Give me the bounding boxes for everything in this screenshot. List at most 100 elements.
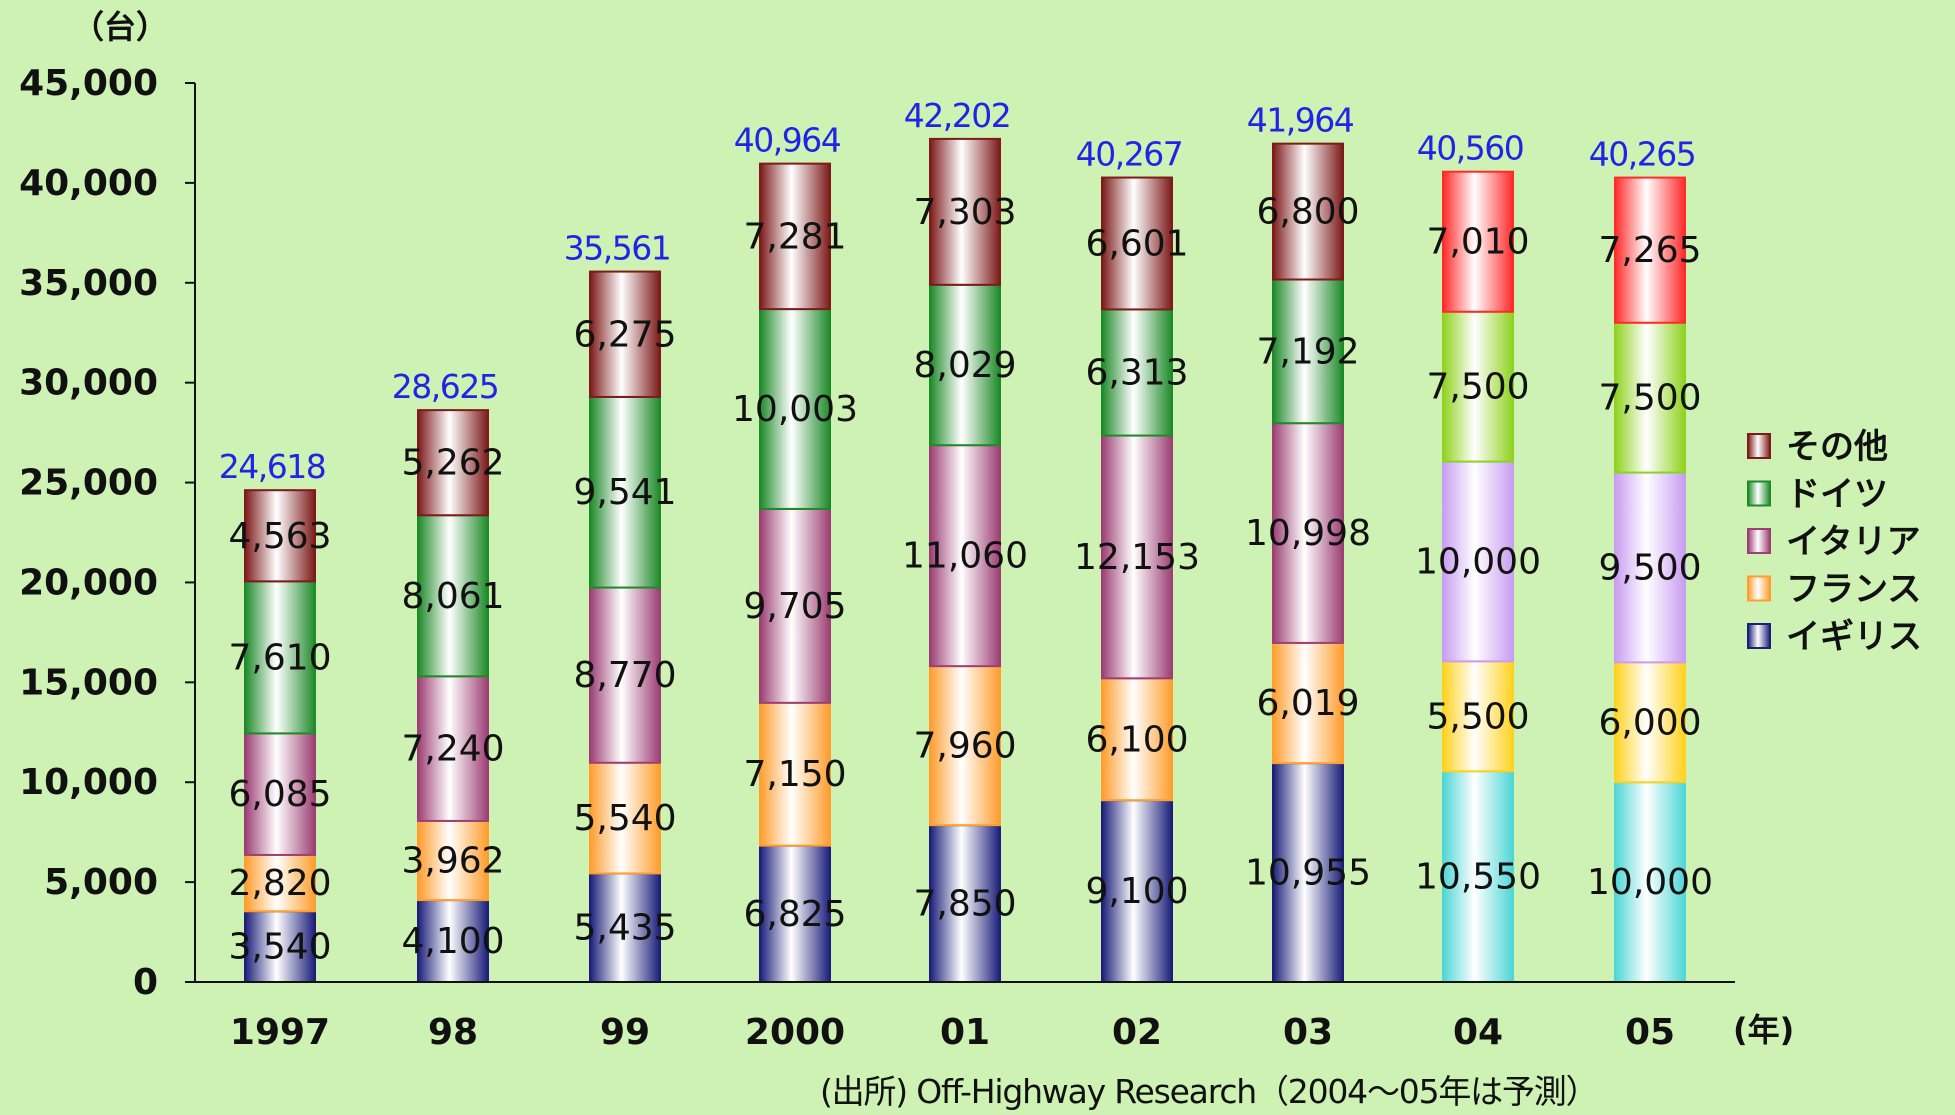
legend-item: その他 <box>1747 427 1888 467</box>
x-tick-label: 03 <box>1283 1012 1333 1053</box>
total-value-label: 41,964 <box>1247 101 1354 140</box>
bar-segment <box>929 137 1001 286</box>
segment-value-label: 5,262 <box>401 443 504 484</box>
segment-value-label: 7,265 <box>1598 230 1701 271</box>
segment-value-label: 6,313 <box>1085 352 1188 393</box>
bar-segment <box>244 580 316 735</box>
bar-segment <box>244 732 316 856</box>
legend-label: イタリア <box>1786 522 1921 562</box>
bar-segment <box>1442 460 1514 663</box>
bar-segment <box>1101 308 1173 437</box>
segment-value-label: 6,601 <box>1085 223 1188 264</box>
legend-item: イタリア <box>1747 522 1921 562</box>
y-tick-label: 25,000 <box>19 463 158 504</box>
bar-segment <box>929 283 1001 447</box>
total-value-label: 24,618 <box>219 447 325 486</box>
segment-value-label: 6,800 <box>1256 192 1359 233</box>
segment-value-label: 6,085 <box>228 774 331 815</box>
y-tick-label: 35,000 <box>19 263 158 304</box>
bar-segment <box>759 507 831 704</box>
bar-segment <box>244 910 316 984</box>
x-unit-label: (年) <box>1733 1011 1794 1049</box>
bar-segment <box>417 409 489 517</box>
segment-value-label: 3,540 <box>228 927 331 968</box>
legend-swatch <box>1747 433 1771 459</box>
segment-value-label: 7,150 <box>743 754 846 795</box>
segment-value-label: 7,303 <box>913 192 1016 233</box>
bar-segment <box>589 270 661 398</box>
segment-value-label: 7,610 <box>228 637 331 678</box>
segment-value-label: 7,281 <box>743 216 846 257</box>
segment-value-label: 6,019 <box>1256 683 1359 724</box>
legend-label: ドイツ <box>1786 475 1888 515</box>
segment-value-label: 2,820 <box>228 863 331 904</box>
bar-segment <box>1614 661 1686 784</box>
x-tick-label: 04 <box>1453 1012 1503 1053</box>
segment-value-label: 5,540 <box>573 798 676 839</box>
x-axis: 1997 98 99 2000 01 02 03 04 05 <box>195 981 1735 1053</box>
total-value-label: 35,561 <box>564 229 670 268</box>
segment-value-label: 6,100 <box>1085 719 1188 760</box>
bar-stack: 10,550 5,500 10,000 7,500 7,010 40,560 <box>1415 129 1541 983</box>
x-tick-label: 02 <box>1112 1012 1162 1053</box>
legend-item: イギリス <box>1747 617 1922 657</box>
bar-segment <box>1614 321 1686 474</box>
x-tick-label: 2000 <box>745 1012 845 1053</box>
bar-stack: 7,850 7,960 11,060 8,029 7,303 42,202 <box>902 96 1028 983</box>
bar-stack: 10,955 6,019 10,998 7,192 6,800 41,964 <box>1245 101 1371 983</box>
bar-stack: 4,100 3,962 7,240 8,061 5,262 28,625 <box>392 367 505 984</box>
bar-segment <box>1272 278 1344 425</box>
segment-value-label: 7,500 <box>1426 367 1529 408</box>
segment-value-label: 9,100 <box>1085 871 1188 912</box>
segment-value-label: 10,550 <box>1415 857 1541 898</box>
segment-value-label: 10,955 <box>1245 853 1371 894</box>
segment-value-label: 9,705 <box>743 586 846 627</box>
x-tick-label: 98 <box>428 1012 478 1053</box>
bar-segment <box>759 308 831 510</box>
bar-segment <box>1101 677 1173 802</box>
x-tick-label: 01 <box>940 1012 990 1053</box>
bar-segment <box>1272 641 1344 765</box>
legend-swatch <box>1747 575 1771 602</box>
total-value-label: 40,267 <box>1076 135 1182 174</box>
bar-segment <box>759 844 831 983</box>
segment-value-label: 10,998 <box>1245 513 1371 554</box>
total-value-label: 40,265 <box>1589 135 1695 174</box>
segment-value-label: 7,850 <box>913 884 1016 925</box>
segment-value-label: 7,192 <box>1256 331 1359 372</box>
y-axis: 0 5,000 10,000 15,000 20,000 25,000 30,000 35,0… <box>19 63 196 1003</box>
legend-item: フランス <box>1747 570 1921 610</box>
bar-segment <box>589 761 661 875</box>
bar-segment <box>1442 310 1514 463</box>
segment-value-label: 8,770 <box>573 655 676 696</box>
y-tick-label: 10,000 <box>19 762 158 803</box>
bar-segment <box>1272 422 1344 644</box>
bar-segment <box>929 444 1001 668</box>
segment-value-label: 5,500 <box>1426 696 1529 737</box>
bar-segment <box>244 853 316 913</box>
bar-segment <box>929 665 1001 827</box>
bar-stack: 9,100 6,100 12,153 6,313 6,601 40,267 <box>1074 135 1200 983</box>
y-tick-label: 45,000 <box>19 63 158 104</box>
total-value-label: 40,560 <box>1417 129 1523 168</box>
bar-stack: 6,825 7,150 9,705 10,003 7,281 40,964 <box>732 121 858 983</box>
bar-segment <box>1614 176 1686 324</box>
segment-value-label: 6,000 <box>1598 702 1701 743</box>
bars: 3,540 2,820 6,085 7,610 4,563 24,618 4,100 3,96… <box>219 96 1713 984</box>
segment-value-label: 4,563 <box>228 516 331 557</box>
bar-segment <box>1614 781 1686 983</box>
legend-label: イギリス <box>1786 617 1922 657</box>
segment-value-label: 4,100 <box>401 921 504 962</box>
segment-value-label: 10,000 <box>1587 862 1713 903</box>
source-note: (出所) Off-Highway Research（2004～05年は予測） <box>820 1072 1597 1111</box>
total-value-label: 42,202 <box>904 96 1010 135</box>
bar-segment <box>589 872 661 983</box>
legend-label: その他 <box>1786 427 1888 467</box>
bar-segment <box>244 489 316 583</box>
y-tick-label: 5,000 <box>44 862 158 903</box>
legend-label: フランス <box>1786 570 1921 610</box>
segment-value-label: 10,003 <box>732 389 858 430</box>
segment-value-label: 7,960 <box>913 726 1016 767</box>
bar-segment <box>1442 170 1514 313</box>
